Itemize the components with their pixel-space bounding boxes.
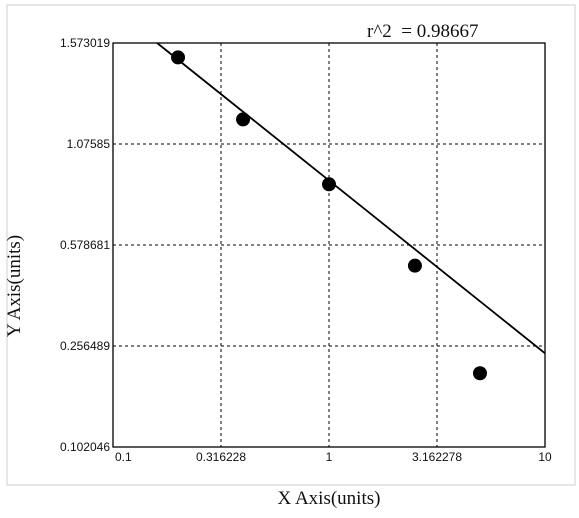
x-tick-label: 1 bbox=[326, 450, 333, 464]
y-axis-label: Y Axis(units) bbox=[4, 235, 25, 337]
data-point bbox=[472, 366, 487, 381]
y-tick-label: 0.256489 bbox=[60, 339, 110, 353]
data-point bbox=[236, 112, 251, 127]
x-tick-label: 3.162278 bbox=[412, 450, 462, 464]
chart-outer-frame bbox=[6, 4, 576, 486]
x-axis-label: X Axis(units) bbox=[278, 488, 381, 509]
y-tick-label: 1.07585 bbox=[67, 137, 111, 151]
y-tick-label: 0.102046 bbox=[60, 440, 110, 454]
tick-labels: 0.1 0.316228 1 3.162278 10 0.102046 0.256489 0.… bbox=[60, 36, 552, 464]
x-tick-label: 0.316228 bbox=[196, 450, 246, 464]
data-point bbox=[171, 50, 186, 65]
plot-area bbox=[112, 42, 546, 448]
r-squared-annotation: r^2 = 0.98667 bbox=[367, 21, 478, 42]
fit-line bbox=[156, 42, 546, 354]
y-tick-label: 1.573019 bbox=[60, 36, 110, 50]
data-point bbox=[322, 177, 336, 192]
data-points bbox=[171, 50, 487, 381]
grid bbox=[113, 43, 545, 447]
x-tick-label: 10 bbox=[538, 450, 552, 464]
x-tick-label: 0.1 bbox=[115, 450, 132, 464]
data-point bbox=[407, 258, 422, 273]
y-tick-label: 0.578681 bbox=[60, 238, 110, 252]
fit-line-group bbox=[156, 42, 546, 354]
